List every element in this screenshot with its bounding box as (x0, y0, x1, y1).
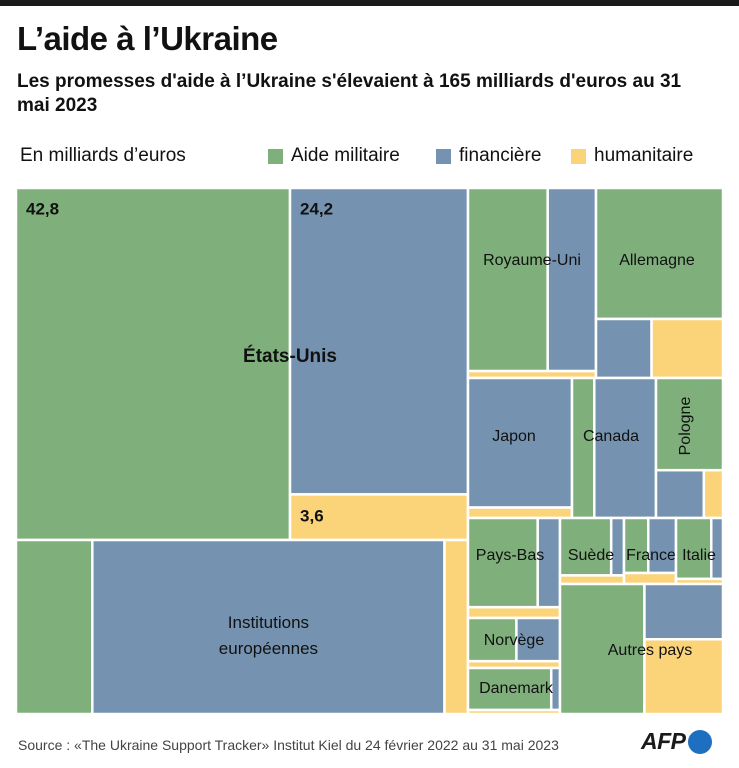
country-label-norway: Norvège (484, 632, 545, 649)
country-label-sweden: Suède (568, 547, 614, 564)
rect-Allemagne-military (594, 186, 725, 321)
country-label-denmark: Danemark (479, 680, 554, 697)
afp-logo: AFP (641, 728, 712, 755)
legend-label-military: Aide militaire (291, 145, 400, 166)
rect-Danemark-humanitarian (466, 708, 562, 716)
rect-Royaume-Uni-military (466, 186, 549, 373)
rect-Pologne-military (654, 376, 725, 472)
legend-label-humanitarian: humanitaire (594, 145, 694, 166)
rect-Allemagne-humanitarian (650, 317, 725, 380)
rect-Danemark-military (466, 666, 553, 712)
afp-logo-dot (687, 729, 712, 754)
afp-logo-text: AFP (641, 728, 686, 754)
rect-Pologne-financial (654, 468, 706, 520)
value-label-us-financial: 24,2 (300, 199, 333, 218)
legend-item-financial: financière (436, 145, 541, 167)
country-label-netherlands: Pays-Bas (476, 547, 544, 564)
rect-Pays-Bas-humanitarian (466, 605, 562, 620)
rect-Suède-humanitarian (558, 574, 626, 586)
rect-others-humanitarian (643, 638, 725, 716)
rect-France-military (622, 516, 650, 575)
rect-France-humanitarian (622, 571, 678, 586)
rect-Pologne-humanitarian (702, 468, 725, 520)
rect-France-financial (647, 516, 678, 575)
rect-us-financial (288, 186, 470, 496)
rect-others-financial (643, 582, 725, 641)
country-label-eu: Institutions européennes (219, 613, 318, 658)
country-label-poland: Pologne (677, 397, 694, 456)
country-label-france: France (626, 547, 676, 564)
rect-others-military (558, 582, 646, 716)
value-label-us-military: 42,8 (26, 199, 59, 218)
legend-item-military: Aide militaire (268, 145, 400, 167)
top-rule (0, 0, 739, 6)
country-label-others: Autres pays (608, 642, 692, 659)
country-label-uk: Royaume-Uni (483, 252, 581, 269)
rect-Allemagne-financial (594, 317, 653, 380)
rect-Norvège-military (466, 616, 518, 663)
rect-Canada-military (570, 376, 596, 520)
country-label-germany: Allemagne (619, 252, 695, 269)
country-label-us: États-Unis (243, 345, 337, 367)
legend-swatch-military (268, 148, 283, 164)
legend-label-financial: financière (459, 145, 542, 166)
country-label-canada: Canada (583, 428, 639, 445)
country-label-japan: Japon (492, 428, 536, 445)
legend-item-humanitarian: humanitaire (571, 145, 693, 167)
chart-subtitle: Les promesses d'aide à l’Ukraine s'éleva… (17, 71, 682, 116)
rect-Canada-financial (593, 376, 658, 520)
rect-Japon-humanitarian (466, 506, 574, 520)
rect-Norvège-financial (515, 616, 562, 663)
legend-swatch-humanitarian (571, 148, 586, 164)
legend-swatch-financial (436, 148, 451, 164)
rect-Royaume-Uni-financial (546, 186, 598, 373)
chart-title: L’aide à l’Ukraine (17, 20, 278, 57)
rect-eu-military (14, 538, 94, 716)
source-note: Source : «The Ukraine Support Tracker» I… (18, 737, 559, 753)
unit-label: En milliards d’euros (20, 145, 186, 166)
value-label-us-humanitarian: 3,6 (300, 507, 324, 526)
country-label-italy: Italie (682, 547, 716, 564)
rect-eu-humanitarian (443, 538, 470, 716)
